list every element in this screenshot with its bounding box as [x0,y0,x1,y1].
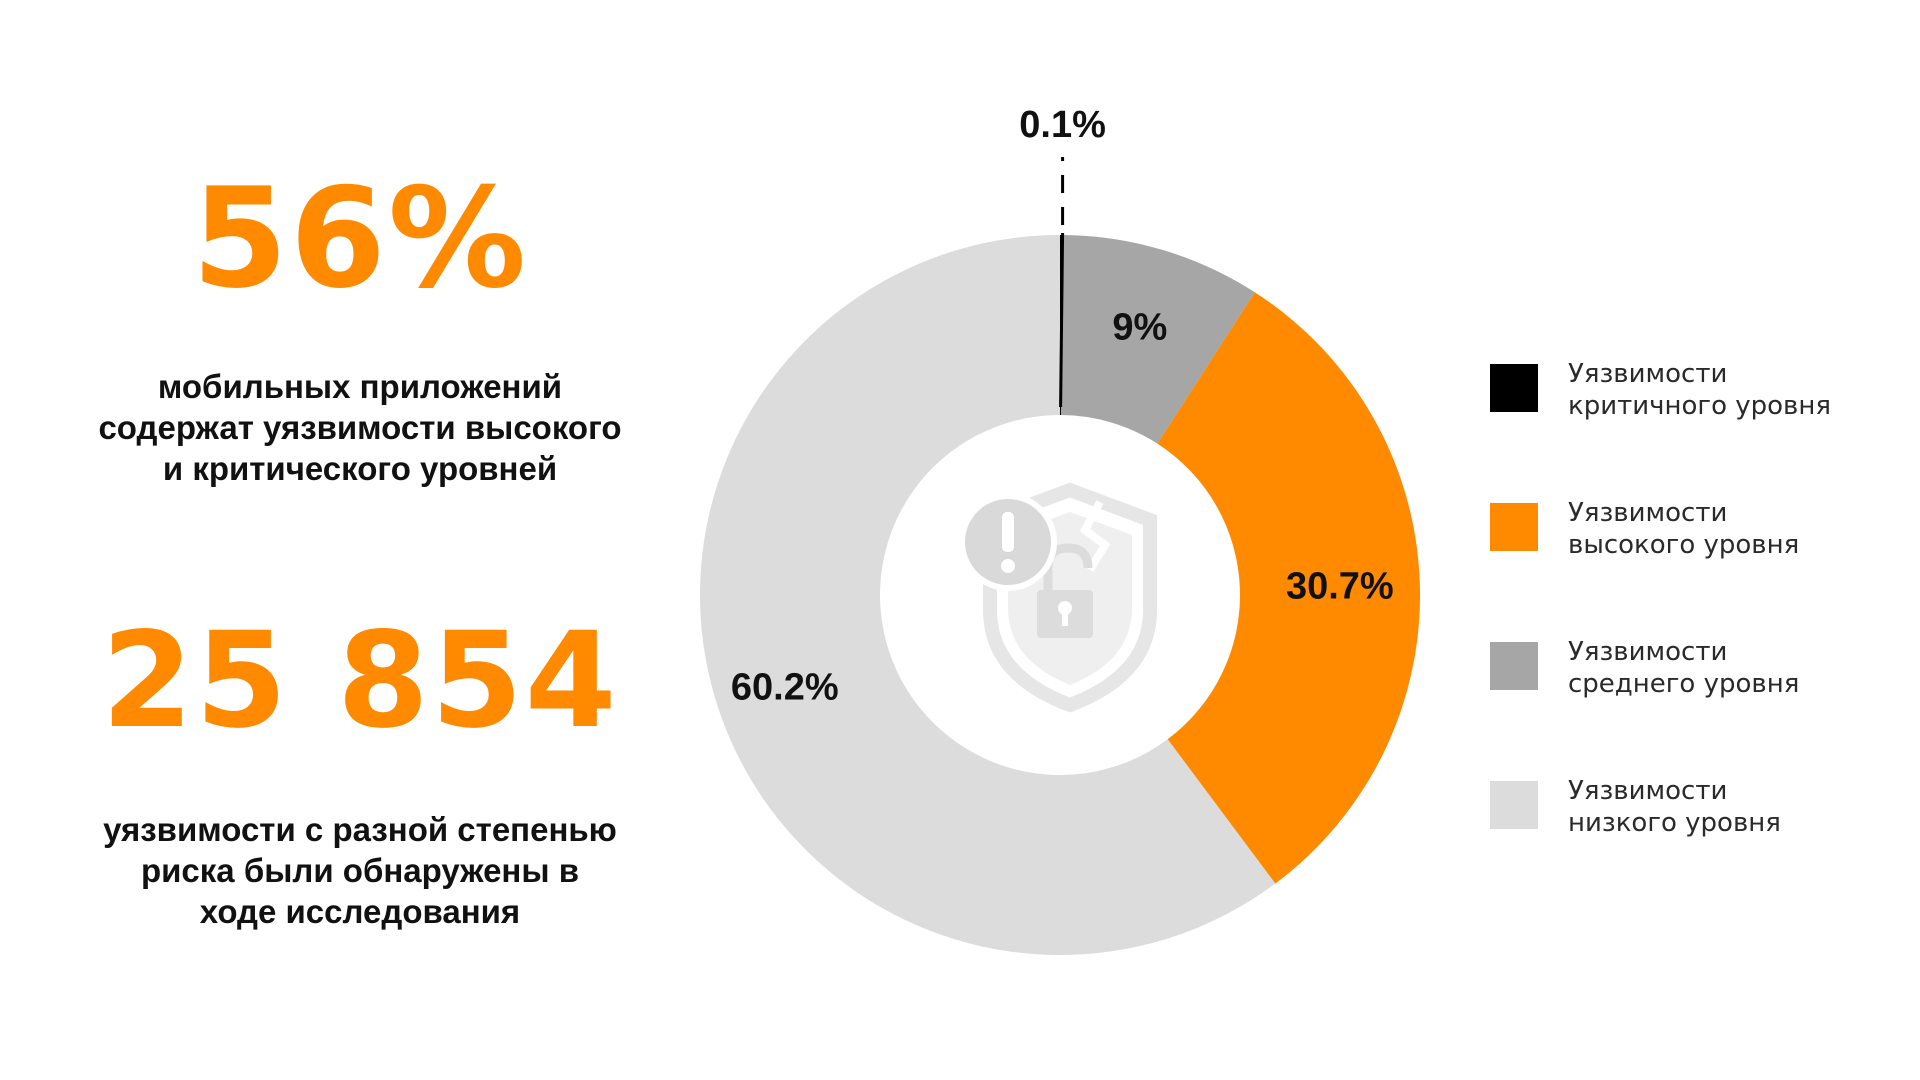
stat-caption: уязвимости с разной степенью риска были … [103,811,617,930]
stat-value: 25 854 [101,604,619,758]
data-label-medium: 9% [1112,307,1167,349]
leader-line [1059,232,1065,408]
stat-vulnerabilities-count: 25 854 уязвимости с разной степенью риск… [40,615,680,932]
stat-value: 56% [191,158,529,319]
shield-lock-warning-icon [959,482,1157,713]
donut-slices [700,235,1421,955]
slice-low [700,235,1276,955]
data-labels: 0.1% 9% 30.7% 60.2% [731,104,1394,708]
stat-caption: мобильных приложений содержат уязвимости… [98,368,622,487]
data-label-critical: 0.1% [1019,104,1106,146]
legend-label: Уязвимости высокого уровня [1568,498,1800,560]
legend-label: Уязвимости критичного уровня [1568,359,1832,421]
data-label-high: 30.7% [1286,565,1394,607]
legend-label: Уязвимости среднего уровня [1568,637,1800,699]
legend-swatch [1490,642,1538,690]
slice-medium [1061,235,1255,444]
legend-swatch [1490,781,1538,829]
legend-swatch [1490,503,1538,551]
legend-swatch [1490,364,1538,412]
data-label-low: 60.2% [731,666,839,708]
stat-apps-percentage: 56% мобильных приложений содержат уязвим… [40,170,680,489]
legend-label: Уязвимости низкого уровня [1568,776,1781,838]
slice-high [1157,292,1421,884]
